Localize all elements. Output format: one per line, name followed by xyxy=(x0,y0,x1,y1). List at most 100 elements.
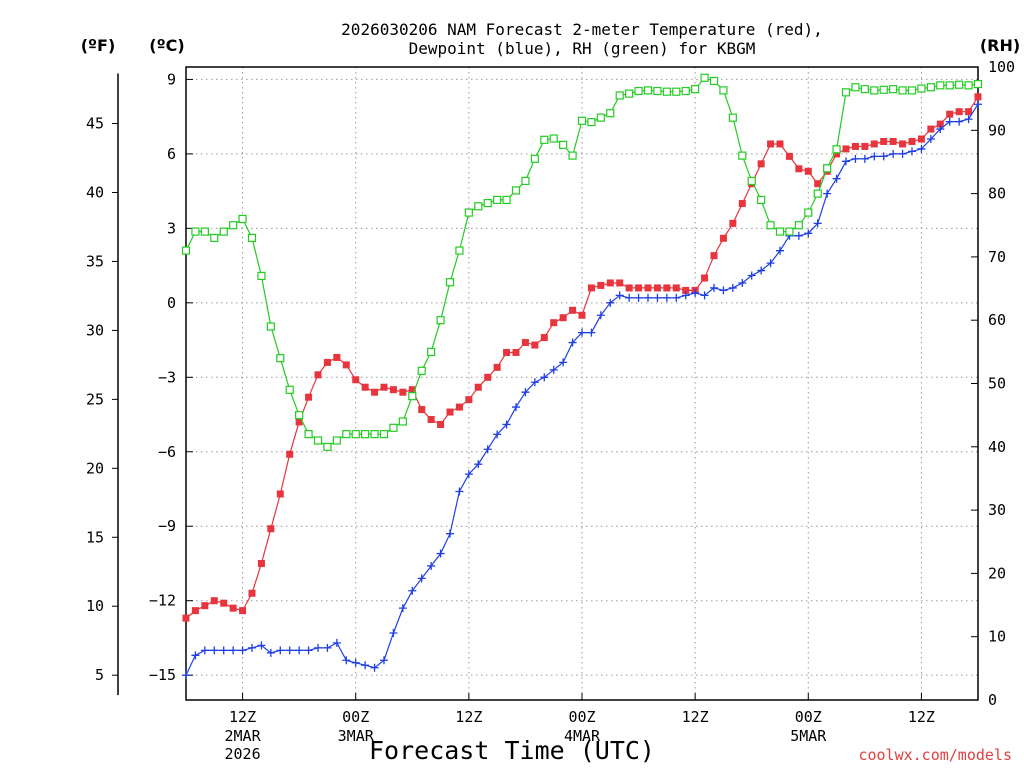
temperature-point xyxy=(738,200,746,208)
x-tick-label: 00Z xyxy=(795,708,822,726)
dewpoint-point xyxy=(681,291,690,300)
temperature-point xyxy=(606,279,614,287)
temperature-point xyxy=(521,339,529,347)
x-tick-label: 12Z xyxy=(455,708,482,726)
fahrenheit-tick-label: 20 xyxy=(86,459,104,477)
dewpoint-point xyxy=(200,646,209,655)
dewpoint-point xyxy=(917,144,926,153)
dewpoint-point xyxy=(842,157,850,166)
rh-point xyxy=(907,86,917,95)
dewpoint-point xyxy=(370,663,379,672)
dewpoint-point xyxy=(191,651,200,660)
dewpoint-point xyxy=(823,189,832,198)
celsius-unit-label: (ºC) xyxy=(149,36,184,55)
x-tick-label: 00Z xyxy=(342,708,369,726)
rh-point xyxy=(511,186,521,195)
dewpoint-point xyxy=(578,328,586,337)
temperature-point xyxy=(842,145,850,153)
dewpoint-point xyxy=(493,430,502,439)
rh-point xyxy=(408,392,417,401)
rh-point xyxy=(606,109,615,118)
rh-point xyxy=(615,91,624,100)
dewpoint-point xyxy=(398,604,407,613)
dewpoint-point xyxy=(474,460,483,469)
celsius-tick-label: −12 xyxy=(149,592,176,610)
celsius-tick-label: −3 xyxy=(158,368,176,386)
temperature-point xyxy=(399,388,407,396)
dewpoint-point xyxy=(304,646,313,655)
temperature-point xyxy=(682,286,690,294)
temperature-point xyxy=(267,525,275,533)
dewpoint-point xyxy=(502,420,511,429)
celsius-tick-label: 9 xyxy=(167,70,176,88)
rh-point xyxy=(813,189,822,198)
rh-point xyxy=(219,227,228,236)
x-year-label: 2026 xyxy=(225,745,261,763)
rh-point xyxy=(672,87,681,96)
dewpoint-point xyxy=(662,293,671,302)
dewpoint-point xyxy=(625,293,634,302)
dewpoint-point xyxy=(710,283,718,292)
rh-point xyxy=(530,154,539,163)
temperature-point xyxy=(371,388,379,396)
dewpoint-point xyxy=(728,283,737,292)
rh-point xyxy=(474,202,483,211)
dewpoint-point xyxy=(210,646,219,655)
temperature-point xyxy=(380,383,388,391)
dewpoint-point xyxy=(540,373,549,382)
rh-point xyxy=(634,86,643,96)
temperature-point xyxy=(644,284,652,292)
rh-tick-label: 90 xyxy=(988,121,1006,139)
dewpoint-point xyxy=(389,628,398,637)
temperature-point xyxy=(295,418,303,426)
rh-point xyxy=(436,316,445,325)
credit-link[interactable]: coolwx.com/models xyxy=(858,746,1012,764)
rh-point xyxy=(973,79,983,89)
rh-point xyxy=(719,86,728,95)
rh-point xyxy=(398,417,407,426)
temperature-point xyxy=(210,597,218,605)
temperature-point xyxy=(276,490,284,498)
rh-point xyxy=(455,246,464,255)
temperature-point xyxy=(870,140,878,148)
celsius-tick-label: −9 xyxy=(158,517,176,535)
fahrenheit-tick-label: 15 xyxy=(86,528,104,546)
dewpoint-point xyxy=(644,293,652,302)
rh-point xyxy=(540,135,549,144)
rh-point xyxy=(587,117,596,127)
dewpoint-point xyxy=(238,646,247,655)
rh-point xyxy=(417,366,426,375)
rh-point xyxy=(191,227,200,236)
dewpoint-point xyxy=(380,656,388,665)
rh-point xyxy=(898,86,907,95)
temperature-point xyxy=(474,383,482,391)
dewpoint-point xyxy=(408,586,417,595)
dewpoint-point xyxy=(964,115,973,124)
plot-frame xyxy=(185,66,979,701)
celsius-tick-label: 6 xyxy=(167,145,176,163)
dewpoint-point xyxy=(266,648,275,657)
dewpoint-point xyxy=(361,661,370,670)
temperature-point xyxy=(493,363,501,371)
rh-point xyxy=(502,195,511,205)
dewpoint-point xyxy=(596,311,605,320)
rh-point xyxy=(804,208,813,217)
dewpoint-point xyxy=(483,445,492,454)
temperature-point xyxy=(880,137,888,145)
temperature-point xyxy=(286,450,294,458)
rh-point xyxy=(757,195,766,205)
fahrenheit-tick-label: 5 xyxy=(95,666,104,684)
temperature-point xyxy=(927,125,935,133)
dewpoint-point xyxy=(229,646,238,655)
rh-point xyxy=(870,86,879,95)
temperature-point xyxy=(455,403,463,411)
temperature-point xyxy=(719,234,727,242)
rh-point xyxy=(832,145,841,154)
temperature-point xyxy=(191,607,199,615)
dewpoint-point xyxy=(653,293,662,302)
temperature-point xyxy=(578,311,586,319)
dewpoint-point xyxy=(926,134,935,143)
dewpoint-point xyxy=(521,388,530,397)
x-date-label: 2MAR xyxy=(225,727,262,745)
